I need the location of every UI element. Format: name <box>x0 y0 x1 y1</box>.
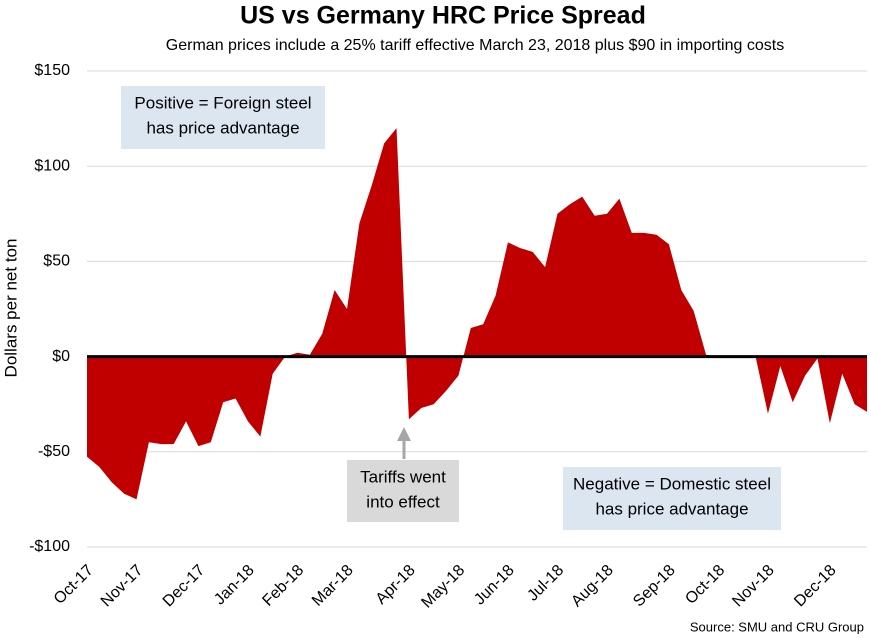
x-tick-label: Nov-18 <box>729 562 778 611</box>
annotation-box <box>347 460 459 522</box>
source: Source: SMU and CRU Group <box>690 619 864 634</box>
x-tick-label: Jul-18 <box>524 562 567 605</box>
x-tick-label: May-18 <box>418 562 468 612</box>
x-tick-label: Aug-18 <box>568 562 617 611</box>
x-tick-label: Sep-18 <box>630 562 679 611</box>
annotation-text: Negative = Domestic steel <box>573 474 771 493</box>
x-tick-label: Mar-18 <box>309 562 357 610</box>
y-tick-label: -$100 <box>29 538 70 555</box>
y-axis-label: Dollars per net ton <box>1 239 20 378</box>
x-tick-label: Jan-18 <box>211 562 258 609</box>
arrow-head <box>397 427 411 441</box>
x-tick-label: Dec-18 <box>791 562 840 611</box>
x-tick-label: Feb-18 <box>259 562 307 610</box>
area <box>87 128 867 500</box>
annotation-box <box>121 86 325 149</box>
x-tick-label: Jun-18 <box>471 562 518 609</box>
annotation-text: into effect <box>366 492 440 511</box>
annotation-box <box>563 467 781 530</box>
x-tick-label: Apr-18 <box>373 562 419 608</box>
x-tick-label: Oct-18 <box>682 562 728 608</box>
chart-title: US vs Germany HRC Price Spread <box>240 2 646 30</box>
y-tick-label: $0 <box>52 348 70 365</box>
y-tick-label: -$50 <box>38 443 70 460</box>
y-tick-label: $100 <box>34 157 70 174</box>
annotation-text: has price advantage <box>595 499 748 518</box>
y-tick-label: $50 <box>43 253 70 270</box>
annotation-text: Tariffs went <box>360 467 446 486</box>
x-tick-label: Dec-17 <box>160 562 209 611</box>
annotation-text: Positive = Foreign steel <box>134 93 311 112</box>
x-tick-label: Oct-17 <box>51 562 97 608</box>
x-tick-label: Nov-17 <box>98 562 147 611</box>
chart-subtitle: German prices include a 25% tariff effec… <box>166 37 784 54</box>
annotation-text: has price advantage <box>146 118 299 137</box>
y-tick-label: $150 <box>34 62 70 79</box>
